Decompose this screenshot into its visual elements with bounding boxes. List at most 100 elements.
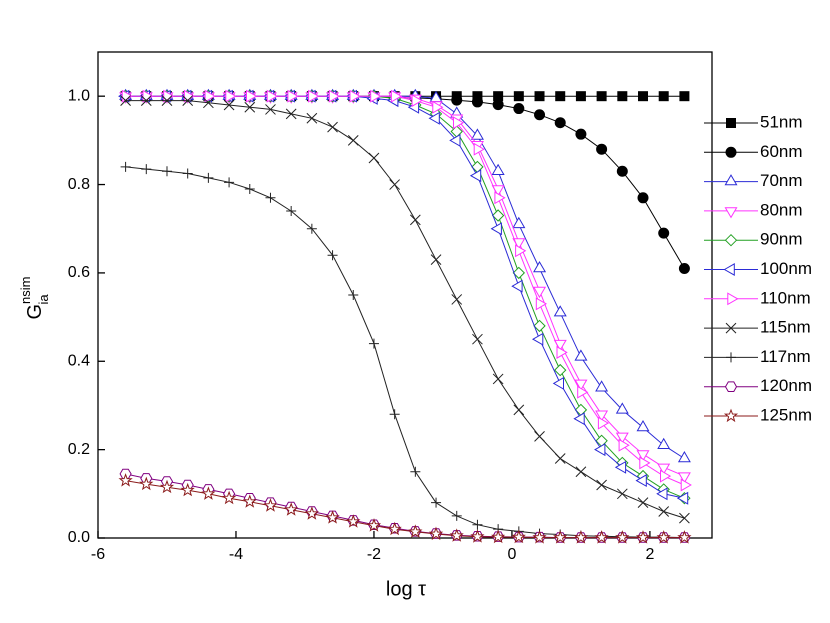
marker [285, 108, 297, 120]
marker [453, 116, 465, 130]
marker [265, 192, 276, 203]
legend-marker [724, 207, 738, 219]
marker [552, 376, 564, 390]
marker [574, 403, 588, 417]
legend-marker [726, 118, 736, 128]
marker [676, 491, 689, 505]
marker [390, 89, 403, 103]
marker [490, 222, 502, 236]
y-tick-label: 0.2 [68, 441, 90, 458]
marker [225, 89, 237, 103]
marker [636, 419, 650, 432]
marker [304, 506, 319, 520]
marker [658, 506, 670, 517]
legend-entry: 51nm [704, 112, 803, 131]
marker [615, 432, 629, 444]
marker [639, 456, 651, 470]
legend-label: 51nm [760, 112, 803, 131]
marker [636, 450, 650, 462]
marker [244, 101, 256, 113]
marker [533, 286, 547, 299]
marker [638, 91, 649, 102]
marker [203, 172, 214, 183]
series-line [125, 166, 685, 539]
y-tick-label: 0.4 [68, 352, 90, 369]
series [121, 89, 692, 492]
marker [224, 177, 235, 188]
marker [411, 94, 423, 108]
y-label-main: G [24, 304, 46, 320]
marker [677, 530, 692, 544]
marker [511, 529, 526, 544]
y-tick-label: 0.8 [68, 176, 90, 193]
marker [410, 466, 421, 477]
marker [244, 183, 255, 194]
marker [553, 305, 567, 317]
legend-label: 80nm [760, 200, 803, 219]
marker [657, 437, 671, 449]
legend-label: 90nm [760, 230, 803, 249]
marker [513, 404, 525, 416]
marker [161, 166, 172, 177]
marker [637, 192, 649, 204]
marker [327, 250, 338, 261]
marker [347, 135, 359, 146]
marker [617, 91, 628, 102]
legend-marker [725, 322, 737, 334]
marker [512, 216, 526, 229]
legend-entry: 115nm [704, 318, 811, 337]
series [118, 473, 692, 544]
legend-label: 110nm [760, 288, 811, 307]
x-tick-label: 2 [645, 546, 654, 563]
marker [658, 227, 670, 239]
marker [554, 117, 566, 129]
y-label-sub: ia [36, 294, 51, 305]
marker [266, 89, 279, 103]
marker [408, 524, 423, 538]
legend-marker [726, 352, 736, 363]
legend-marker [724, 381, 738, 392]
marker [494, 191, 506, 205]
legend-entry: 110nm [704, 288, 811, 307]
marker [515, 244, 527, 258]
y-label-sup: nsim [18, 276, 33, 303]
marker [679, 512, 690, 524]
legend-entry: 80nm [704, 200, 803, 219]
marker [615, 530, 630, 544]
marker [387, 521, 402, 536]
marker [263, 498, 278, 512]
marker [327, 121, 338, 133]
marker [657, 463, 671, 475]
marker [492, 373, 504, 385]
marker [284, 502, 299, 516]
marker [451, 510, 462, 521]
marker [368, 152, 380, 164]
marker [660, 469, 672, 483]
marker [573, 412, 585, 426]
marker [428, 111, 440, 125]
marker [246, 89, 258, 103]
marker [469, 169, 482, 183]
marker [555, 91, 566, 102]
marker [595, 410, 609, 422]
marker [471, 160, 484, 174]
marker [535, 297, 547, 311]
x-axis-label: log τ [386, 578, 426, 600]
marker [348, 290, 359, 300]
marker [491, 163, 505, 175]
x-tick-label: 0 [507, 546, 516, 563]
marker [596, 91, 607, 102]
marker [533, 261, 547, 273]
legend-entry: 60nm [704, 142, 803, 161]
marker [180, 482, 195, 497]
marker [618, 438, 630, 452]
marker [554, 453, 566, 464]
marker [492, 99, 504, 111]
marker [573, 530, 589, 544]
marker [432, 100, 444, 114]
marker [575, 466, 587, 478]
marker [658, 91, 669, 102]
y-tick-label: 0.0 [68, 529, 90, 546]
x-tick-label: -6 [91, 546, 105, 563]
legend-marker [723, 263, 735, 276]
